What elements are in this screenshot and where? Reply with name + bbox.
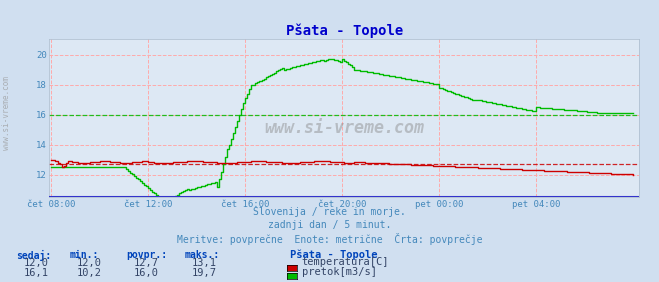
Text: 12,0: 12,0 xyxy=(76,258,101,268)
Text: 16,1: 16,1 xyxy=(24,268,49,278)
Text: www.si-vreme.com: www.si-vreme.com xyxy=(264,119,424,137)
Text: pretok[m3/s]: pretok[m3/s] xyxy=(302,267,377,277)
Text: sedaj:: sedaj: xyxy=(16,250,51,261)
Text: 16,0: 16,0 xyxy=(134,268,159,278)
Text: min.:: min.: xyxy=(69,250,99,259)
Text: 10,2: 10,2 xyxy=(76,268,101,278)
Text: Pšata - Topole: Pšata - Topole xyxy=(290,250,378,260)
Text: zadnji dan / 5 minut.: zadnji dan / 5 minut. xyxy=(268,220,391,230)
Text: maks.:: maks.: xyxy=(185,250,219,259)
Text: povpr.:: povpr.: xyxy=(127,250,167,259)
Text: temperatura[C]: temperatura[C] xyxy=(302,257,389,267)
Text: Meritve: povprečne  Enote: metrične  Črta: povprečje: Meritve: povprečne Enote: metrične Črta:… xyxy=(177,233,482,245)
Text: www.si-vreme.com: www.si-vreme.com xyxy=(2,76,11,150)
Title: Pšata - Topole: Pšata - Topole xyxy=(286,24,403,38)
Text: Slovenija / reke in morje.: Slovenija / reke in morje. xyxy=(253,207,406,217)
Text: 13,1: 13,1 xyxy=(192,258,217,268)
Text: 12,0: 12,0 xyxy=(24,258,49,268)
Text: 19,7: 19,7 xyxy=(192,268,217,278)
Text: 12,7: 12,7 xyxy=(134,258,159,268)
